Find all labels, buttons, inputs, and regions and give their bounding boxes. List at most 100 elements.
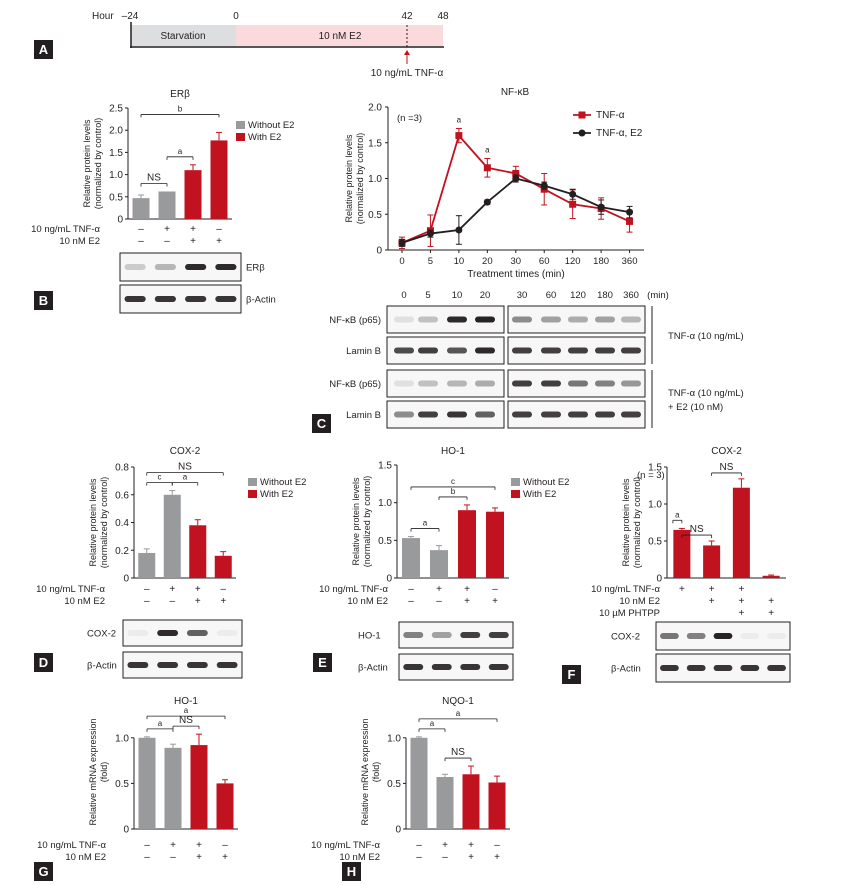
- bar: [762, 575, 780, 578]
- condition-label: 10 nM E2: [59, 236, 100, 247]
- y-axis-label-line: (normalized by control): [93, 118, 103, 210]
- blot-band: [394, 316, 414, 323]
- x-tick-label: 360: [622, 256, 638, 267]
- blot-band: [447, 347, 467, 354]
- significance-label: b: [451, 487, 456, 496]
- x-tick-label: 120: [565, 256, 581, 267]
- blot-band: [568, 316, 588, 323]
- condition-mark: –: [144, 596, 150, 607]
- blot-band: [157, 662, 179, 668]
- y-axis-label-line: (fold): [371, 762, 381, 783]
- data-point: [426, 230, 434, 238]
- chart-title: NF-κB: [501, 87, 530, 98]
- blot-band: [154, 264, 176, 270]
- panel-label-b: [34, 291, 53, 310]
- bar: [138, 553, 156, 578]
- blot-band: [568, 411, 588, 418]
- blot-band: [216, 630, 238, 636]
- legend-entry: TNF-α: [596, 110, 625, 121]
- blot-band: [431, 632, 452, 638]
- starvation-label: Starvation: [160, 31, 205, 42]
- bar: [163, 494, 181, 578]
- blot-band: [660, 633, 679, 639]
- blot-band: [595, 316, 615, 323]
- blot-band: [124, 264, 146, 270]
- blot-band: [431, 664, 452, 670]
- data-point: [455, 226, 463, 234]
- blot-band: [686, 665, 706, 671]
- y-tick-label: 1.5: [648, 463, 662, 474]
- blot-band: [541, 380, 561, 387]
- blot-band: [186, 630, 208, 636]
- legend-swatch: [248, 490, 257, 498]
- y-tick-label: 1.0: [387, 733, 401, 744]
- condition-mark: +: [169, 584, 175, 595]
- condition-label: 10 nM E2: [64, 596, 105, 607]
- y-axis-label-line: (normalized by control): [99, 477, 109, 569]
- y-tick-label: 0: [123, 574, 129, 585]
- condition-mark: +: [196, 840, 202, 851]
- blot-band: [713, 633, 733, 639]
- y-tick-label: 0.4: [115, 518, 129, 529]
- series-line-1: [401, 133, 630, 244]
- y-axis-label-line: Relative protein levels: [351, 477, 361, 566]
- significance-label: a: [184, 706, 189, 715]
- data-point: [512, 169, 520, 177]
- condition-label: 10 ng/mL TNF-α: [31, 224, 100, 235]
- significance-label: NS: [690, 524, 704, 535]
- blot-band: [621, 380, 641, 387]
- blot-band: [568, 347, 588, 354]
- condition-mark: +: [216, 236, 222, 247]
- blot-band: [660, 665, 679, 671]
- condition-mark: –: [144, 852, 150, 863]
- panel-f-chart: 0 0.5 1.0 1.5 Relative protein levels(normal…: [591, 446, 791, 683]
- y-tick-label: 1.5: [109, 148, 123, 159]
- tnf-label: 10 ng/mL TNF-α: [371, 68, 444, 79]
- y-axis-label-line: (fold): [99, 762, 109, 783]
- blot-band: [215, 264, 237, 270]
- blot-time-label: 30: [517, 290, 528, 301]
- blot-band: [186, 662, 208, 668]
- starvation-bar: [131, 25, 236, 46]
- x-axis-label: Treatment times (min): [467, 269, 564, 280]
- y-tick-label: 0.5: [368, 210, 382, 221]
- panel-c-chart: 0 0.5 1.0 1.5 2.0 0 5 10 20 30 60 120 180 360 Treatmen…: [329, 87, 744, 429]
- data-point: [626, 217, 634, 225]
- y-axis-label-line: Relative protein levels: [621, 478, 631, 567]
- blot-set-label: TNF-α (10 ng/mL): [668, 331, 744, 342]
- blot-time-unit: (min): [647, 290, 669, 301]
- x-tick-label: 10: [454, 256, 465, 267]
- blot-band: [447, 380, 467, 387]
- blot-time-label: 0: [401, 290, 406, 301]
- y-tick-label: 1.0: [109, 170, 123, 181]
- bar: [402, 538, 420, 578]
- tnf-arrow-head-icon: [404, 50, 410, 55]
- legend-entry: With E2: [260, 489, 293, 500]
- y-tick-label: 2.0: [368, 103, 382, 114]
- blot-band: [460, 632, 481, 638]
- blot-band: [185, 264, 207, 270]
- panel-letter-c: C: [317, 416, 327, 431]
- data-point: [398, 239, 406, 247]
- significance-label: NS: [179, 715, 193, 726]
- data-point: [483, 164, 491, 172]
- condition-mark: +: [442, 840, 448, 851]
- significance-label: a: [457, 115, 462, 124]
- y-tick-label: 1.0: [378, 498, 392, 509]
- blot-label: NF-κB (p65): [329, 315, 381, 326]
- timeline-tick-zero: 0: [233, 11, 239, 22]
- y-tick-label: 0: [656, 574, 662, 585]
- blot-band: [740, 633, 760, 639]
- bar: [216, 783, 234, 829]
- blot-label: β-Actin: [87, 661, 117, 672]
- condition-label: 10 nM E2: [65, 852, 106, 863]
- y-axis-label-line: (normalized by control): [632, 477, 642, 569]
- condition-mark: –: [416, 840, 422, 851]
- blot-band: [541, 316, 561, 323]
- condition-label: 10 ng/mL TNF-α: [591, 584, 660, 595]
- condition-mark: –: [144, 584, 150, 595]
- blot-band: [686, 633, 706, 639]
- blot-band: [621, 316, 641, 323]
- panel-letter-a: A: [39, 42, 49, 57]
- bar: [486, 511, 504, 578]
